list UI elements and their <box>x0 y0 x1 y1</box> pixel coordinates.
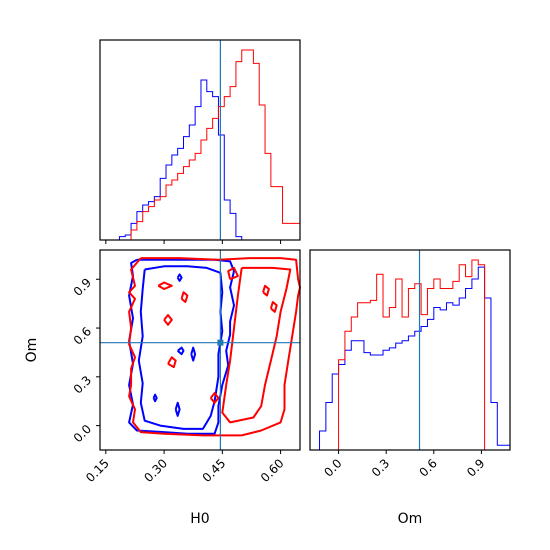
contour-red-7 <box>269 301 278 313</box>
histogram-step-blue <box>118 79 300 241</box>
joint-ticks: 0.15 0.30 0.45 0.60 0.0 0.3 0.6 0.9 <box>71 275 287 485</box>
om-histogram-tick-label: 0.3 <box>369 456 392 479</box>
contour-red-6 <box>262 284 270 297</box>
om-tick-label: 0.0 <box>71 422 94 445</box>
h0-tick-label: 0.45 <box>200 456 229 485</box>
om-histogram-panel: 0.0 0.3 0.6 0.9 Om <box>309 249 511 527</box>
contour-red-3 <box>157 281 173 290</box>
contour-blue-1 <box>137 265 224 430</box>
h0-histogram-frame <box>99 39 301 241</box>
histogram-step-red <box>119 49 301 241</box>
contour-red-9 <box>167 356 177 369</box>
contour-red-5 <box>163 314 173 326</box>
h0-histogram-ticks <box>105 240 282 244</box>
om-tick-label: 0.6 <box>71 324 94 347</box>
joint-contour-panel: 0.15 0.30 0.45 0.60 0.0 0.3 0.6 0.9 H0 Om <box>24 249 301 527</box>
contour-red-4 <box>180 291 189 303</box>
contour-blue-5 <box>152 393 158 403</box>
h0-histogram-series <box>118 49 301 241</box>
h0-histogram-panel <box>99 39 301 244</box>
joint-contours <box>128 257 301 437</box>
om-histogram-ticks: 0.0 0.3 0.6 0.9 <box>321 450 488 480</box>
contour-blue-2 <box>176 273 183 282</box>
om-axis-label: Om <box>398 511 423 527</box>
joint-frame <box>99 249 301 451</box>
histogram-step-red <box>319 259 510 451</box>
om-axis-label-joint: Om <box>24 338 40 363</box>
om-tick-label: 0.3 <box>71 373 94 396</box>
h0-tick-label: 0.15 <box>83 456 112 485</box>
om-histogram-frame <box>309 249 511 451</box>
contour-red-1 <box>221 266 292 424</box>
contour-red-8 <box>209 392 220 404</box>
contour-blue-3 <box>177 346 185 356</box>
om-histogram-tick-label: 0.6 <box>417 456 440 479</box>
contour-blue-4 <box>190 346 197 362</box>
contour-red-2 <box>227 266 239 281</box>
histogram-step-blue <box>319 266 511 450</box>
h0-tick-label: 0.30 <box>141 456 170 485</box>
h0-tick-label: 0.60 <box>258 456 287 485</box>
contour-red-0 <box>128 257 301 437</box>
h0-axis-label: H0 <box>190 511 209 527</box>
contour-blue-6 <box>174 401 181 417</box>
om-histogram-tick-label: 0.0 <box>321 456 344 479</box>
om-tick-label: 0.9 <box>71 275 94 298</box>
om-histogram-tick-label: 0.9 <box>464 456 487 479</box>
om-histogram-series <box>319 259 511 451</box>
truth-marker <box>217 339 224 346</box>
